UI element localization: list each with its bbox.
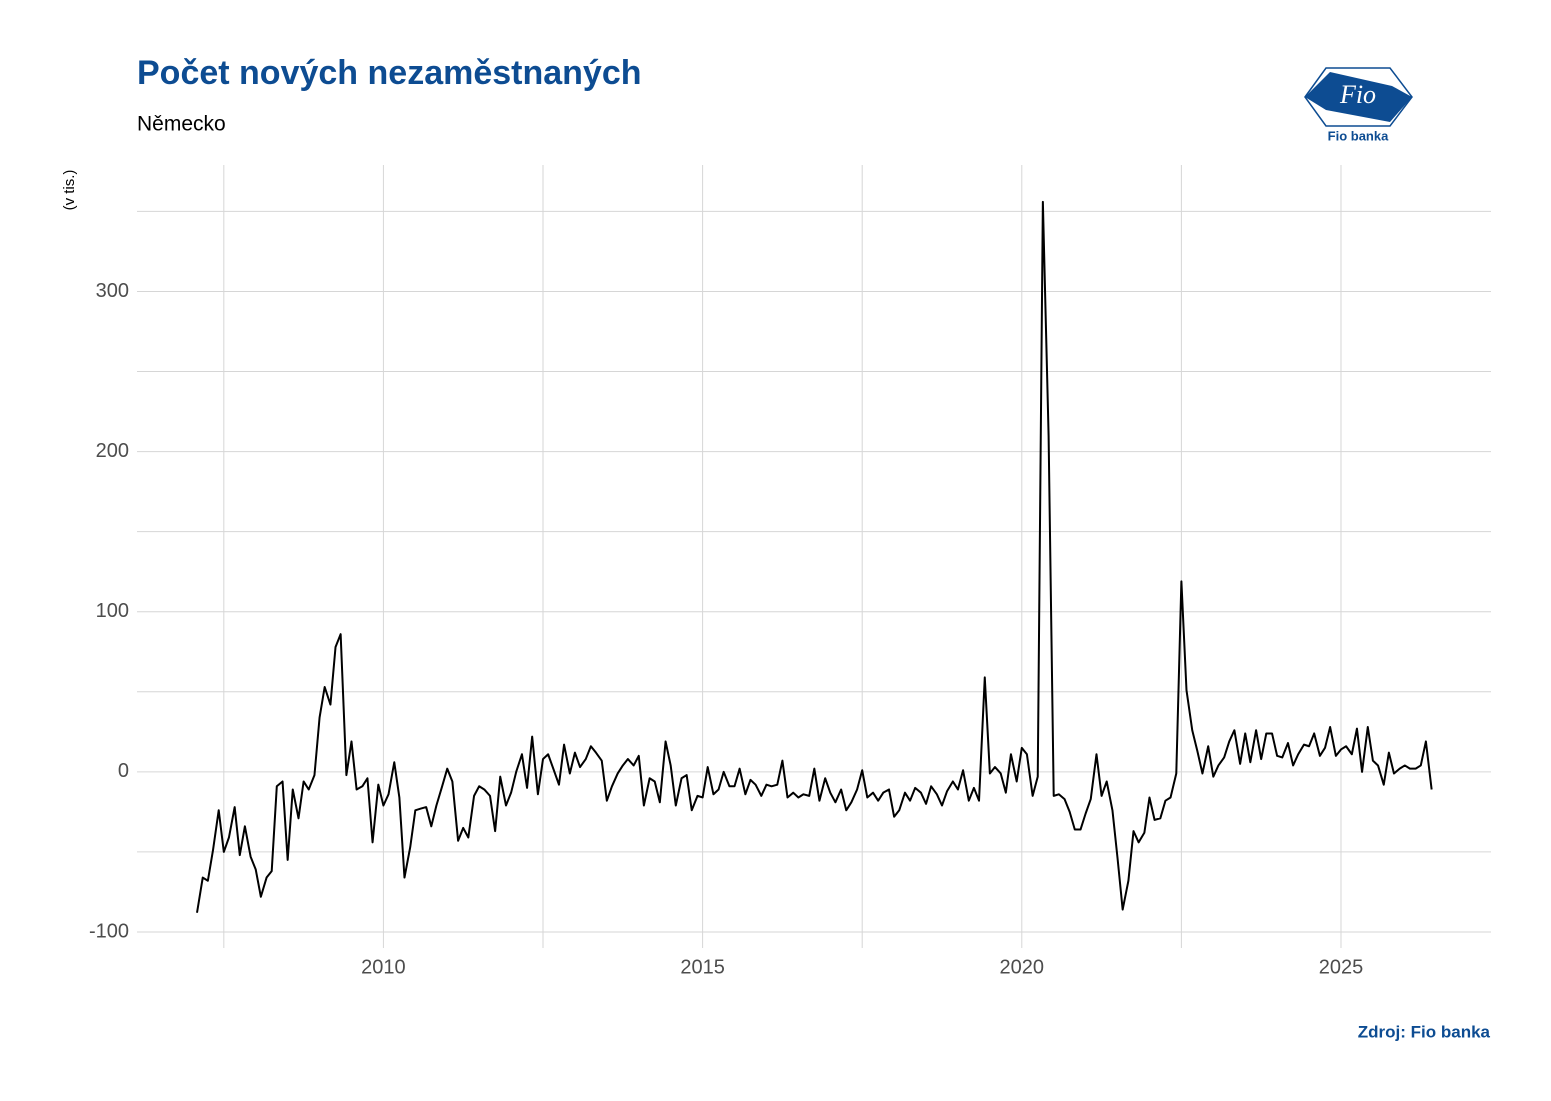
plot-area: -100 0 100 200 300 2010 2015 2020 2025 [89,165,1491,978]
y-tick-label: 200 [96,440,129,462]
y-axis-label: (v tis.) [61,170,78,211]
x-tick-label: 2010 [361,956,406,978]
logo: Fio Fio banka [1304,67,1413,143]
x-tick-label: 2025 [1319,956,1364,978]
y-tick-label: 100 [96,600,129,622]
logo-mark: Fio [1339,80,1376,109]
source-note: Zdroj: Fio banka [1358,1022,1491,1041]
chart-title: Počet nových nezaměstnaných [137,54,642,92]
logo-flag [1305,72,1412,122]
x-tick-label: 2020 [1000,956,1045,978]
data-line [196,200,1433,913]
chart-subtitle: Německo [137,113,226,136]
y-tick-label: 300 [96,280,129,302]
logo-caption: Fio banka [1328,128,1389,143]
y-tick-label: 0 [118,760,129,782]
x-tick-label: 2015 [680,956,725,978]
y-tick-label: -100 [89,920,129,942]
